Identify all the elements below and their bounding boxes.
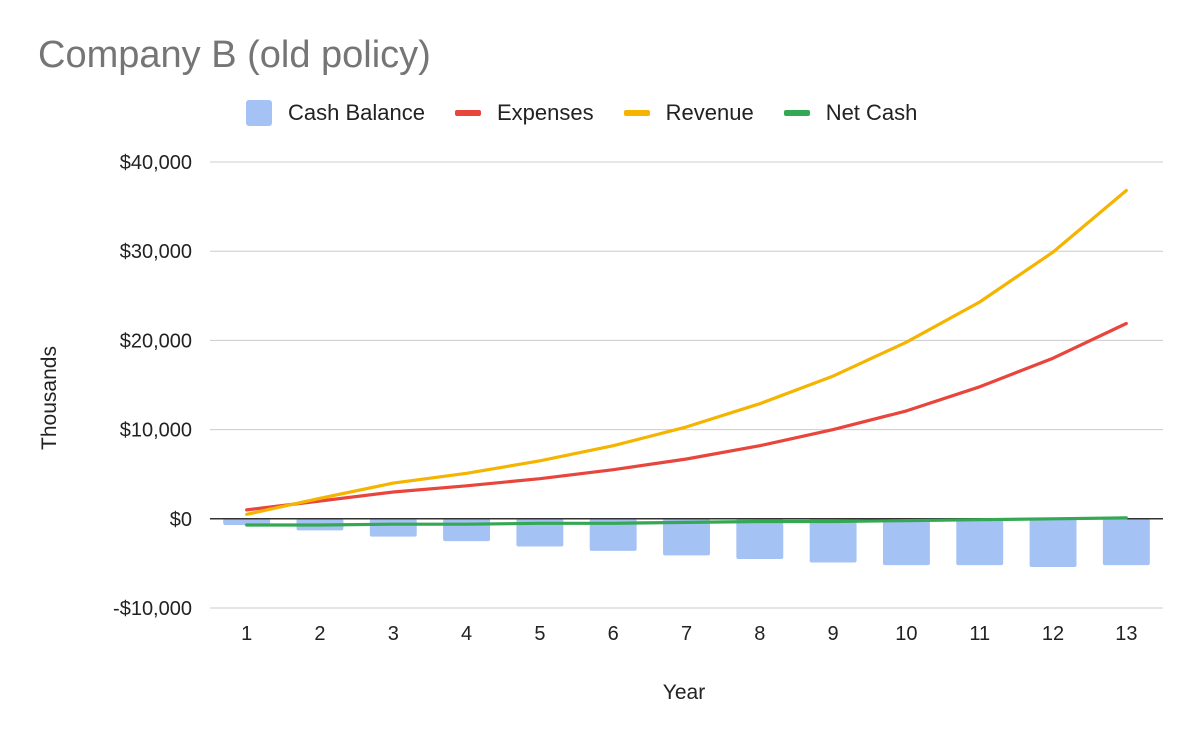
x-tick-label: 12	[1042, 623, 1064, 645]
legend: Cash Balance Expenses Revenue Net Cash	[246, 98, 947, 128]
line-revenue	[245, 188, 1128, 516]
legend-item-expenses: Expenses	[454, 100, 594, 126]
y-tick-label: $10,000	[120, 420, 192, 442]
bar-cash-balance	[1102, 518, 1150, 566]
bar-cash-balance	[809, 518, 857, 563]
line-expenses	[245, 321, 1128, 512]
chart-title: Company B (old policy)	[38, 34, 431, 76]
x-tick-label: 3	[388, 623, 399, 645]
x-tick-label: 9	[828, 623, 839, 645]
x-tick-label: 7	[681, 623, 692, 645]
bar-cash-balance	[369, 518, 417, 537]
bar-cash-balance	[443, 518, 491, 542]
legend-label-revenue: Revenue	[665, 100, 754, 125]
legend-item-revenue: Revenue	[623, 100, 754, 126]
y-axis-title: Thousands	[38, 346, 61, 450]
legend-swatch-net-cash	[783, 110, 810, 116]
x-tick-label: 8	[754, 623, 765, 645]
bar-cash-balance	[663, 518, 710, 556]
bar-cash-balance	[736, 518, 784, 559]
x-tick-label: 6	[608, 623, 619, 645]
legend-label-cash-balance: Cash Balance	[288, 100, 425, 125]
legend-item-net-cash: Net Cash	[783, 100, 918, 126]
line-net-cash	[245, 516, 1128, 527]
x-tick-label: 1	[241, 623, 252, 645]
y-tick-label: -$10,000	[113, 598, 192, 620]
legend-swatch-cash-balance	[246, 100, 272, 126]
x-axis-title: Year	[663, 681, 705, 704]
bar-cash-balance	[589, 518, 637, 551]
y-tick-label: $30,000	[120, 241, 192, 263]
legend-swatch-expenses	[454, 110, 481, 116]
y-tick-label: $20,000	[120, 330, 192, 352]
x-tick-label: 11	[969, 623, 990, 645]
legend-label-net-cash: Net Cash	[825, 100, 918, 125]
bar-cash-balance	[956, 518, 1004, 566]
x-tick-label: 13	[1115, 623, 1137, 645]
x-tick-label: 4	[461, 623, 472, 645]
legend-label-expenses: Expenses	[496, 100, 594, 125]
x-tick-label: 5	[534, 623, 545, 645]
legend-swatch-revenue	[623, 110, 650, 116]
x-tick-label: 10	[895, 623, 917, 645]
y-tick-label: $0	[170, 509, 192, 531]
x-tick-label: 2	[314, 623, 325, 645]
bar-cash-balance	[516, 518, 564, 547]
y-tick-label: $40,000	[120, 152, 192, 174]
legend-item-cash-balance: Cash Balance	[246, 100, 425, 126]
bar-cash-balance	[1029, 518, 1077, 567]
bar-cash-balance	[882, 518, 930, 566]
